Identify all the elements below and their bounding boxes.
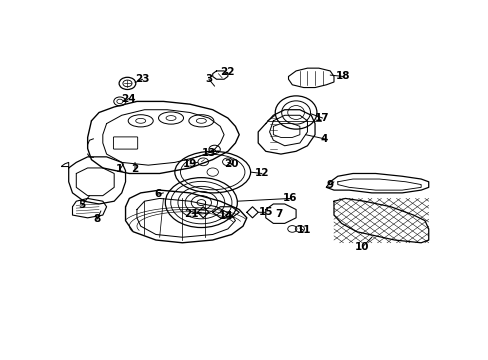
Text: 8: 8 (93, 214, 101, 224)
Text: 9: 9 (326, 180, 333, 190)
Text: 17: 17 (315, 113, 329, 123)
Text: 16: 16 (283, 193, 297, 203)
Text: 3: 3 (205, 74, 212, 84)
Text: 13: 13 (201, 148, 216, 158)
Text: 21: 21 (184, 209, 199, 219)
Text: 12: 12 (254, 168, 269, 179)
Text: 10: 10 (354, 242, 369, 252)
Text: 20: 20 (224, 159, 239, 169)
Text: 2: 2 (131, 164, 139, 174)
Text: 19: 19 (183, 159, 197, 169)
Text: 7: 7 (275, 209, 282, 219)
Text: 11: 11 (296, 225, 310, 235)
Text: 5: 5 (78, 201, 85, 210)
Text: 24: 24 (121, 94, 136, 104)
Text: 14: 14 (218, 211, 233, 221)
Text: 18: 18 (336, 72, 350, 81)
Text: 23: 23 (135, 74, 149, 84)
Text: 4: 4 (320, 134, 327, 144)
Text: 15: 15 (258, 207, 272, 217)
Text: 22: 22 (220, 67, 235, 77)
Text: 6: 6 (154, 189, 161, 199)
Text: 1: 1 (116, 164, 123, 174)
